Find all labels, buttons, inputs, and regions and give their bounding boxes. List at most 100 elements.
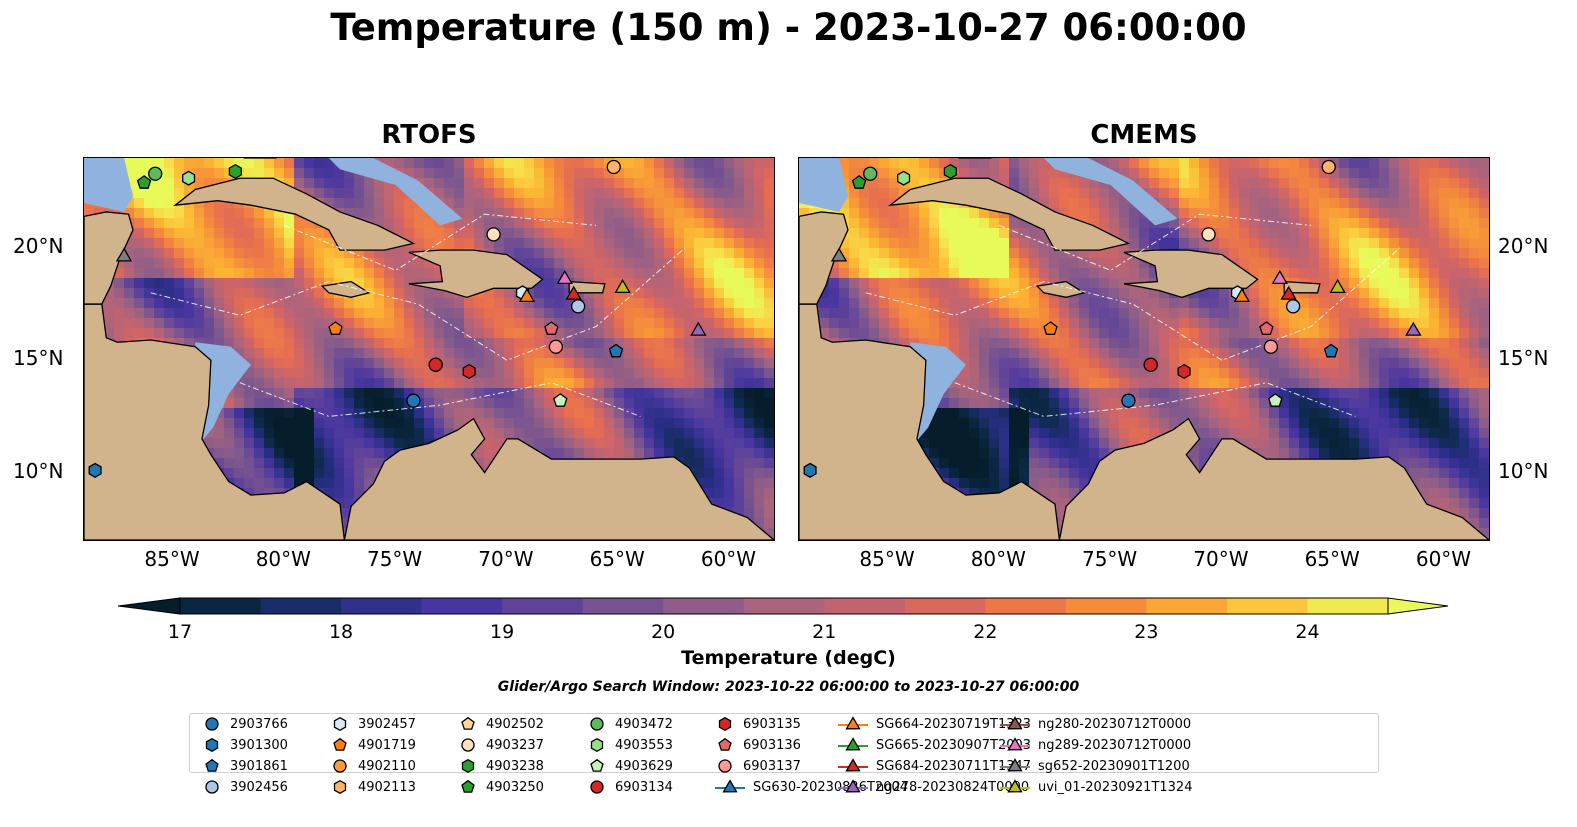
legend-label: SG665-20230907T2003 [876, 737, 1032, 753]
legend-marker-icon [461, 758, 475, 774]
shelf-bahamas [1043, 158, 1178, 226]
marker-4903553 [897, 170, 911, 186]
legend-marker-icon [205, 758, 219, 772]
legend-glider-marker [1007, 716, 1023, 730]
marker-2903766 [1121, 393, 1136, 408]
lat-tick-label: 20°N [13, 233, 64, 258]
colorbar-tick-label: 17 [167, 621, 193, 643]
legend-marker-icon [590, 717, 604, 731]
legend-marker-icon [1000, 758, 1030, 772]
lon-tick-label: 70°W [1193, 547, 1249, 571]
colorbar-segment [743, 598, 825, 614]
colorbar-segment [502, 598, 584, 614]
legend-marker-icon [205, 737, 219, 753]
legend-item-3901861: 3901861 [200, 758, 288, 774]
marker-6903137 [1263, 339, 1279, 354]
legend-argo-marker [718, 716, 732, 732]
legend-label: uvi_01-20230921T1324 [1038, 779, 1193, 795]
marker-3901861 [1323, 343, 1339, 358]
colorbar-segment [663, 598, 745, 614]
marker-2903766 [406, 393, 421, 408]
legend-item-4903472: 4903472 [585, 716, 673, 732]
marker-6903136 [1259, 321, 1274, 335]
marker-6903134 [1143, 357, 1158, 372]
legend-marker-icon [205, 780, 219, 794]
legend-argo-marker [590, 780, 604, 794]
legend-glider-marker [845, 716, 861, 730]
marker-ng278 [1405, 321, 1422, 336]
legend-argo-marker [718, 759, 732, 773]
land-hispaniola [408, 249, 544, 298]
marker-4903237 [1201, 227, 1216, 242]
colorbar-segment [582, 598, 664, 614]
legend-glider-marker [845, 737, 861, 751]
marker-6903137 [548, 339, 564, 354]
legend-item-uvi_01-20230921T1324: uvi_01-20230921T1324 [998, 779, 1192, 795]
legend-argo-marker [205, 758, 219, 772]
marker-4903237 [486, 227, 501, 242]
legend-item-sg652-20230901T1200: sg652-20230901T1200 [998, 758, 1190, 774]
marker-3902456 [570, 299, 586, 314]
lat-tick-label: 15°N [13, 346, 64, 371]
legend-item-ng280-20230712T0000: ng280-20230712T0000 [998, 716, 1191, 732]
marker-6903136 [544, 321, 559, 335]
marker-uvi_01 [614, 278, 631, 294]
legend-label: 3902457 [358, 716, 416, 732]
colorbar-tick-label: 20 [651, 621, 676, 643]
colorbar-segment [1226, 598, 1308, 614]
legend-marker-icon [461, 738, 475, 752]
legend-marker-icon [1000, 779, 1030, 793]
legend-item-4901719: 4901719 [328, 737, 416, 753]
legend-glider-marker [1007, 737, 1023, 751]
legend-label: 4901719 [358, 737, 416, 753]
legend-item-SG630-20230826T2004: SG630-20230826T2004 [713, 779, 908, 795]
legend-argo-marker [590, 717, 604, 731]
shelf-bahamas [328, 158, 463, 226]
legend-marker-icon [205, 717, 219, 731]
legend-argo-marker [333, 716, 347, 732]
legend-label: SG630-20230826T2004 [753, 779, 909, 795]
land-cuba [173, 177, 416, 251]
marker-4901719 [1043, 321, 1058, 335]
land-puerto_rico [1283, 280, 1321, 294]
marker-4902113 [606, 159, 621, 175]
legend-item-6903134: 6903134 [585, 779, 673, 795]
legend-item-3902457: 3902457 [328, 716, 416, 732]
colorbar-extend-high [1387, 597, 1449, 615]
land-central_america [84, 303, 346, 540]
marker-6903135 [462, 363, 476, 380]
legend-marker-icon [1000, 716, 1030, 730]
land-south_america [1058, 417, 1489, 540]
legend-argo-marker [333, 759, 347, 773]
legend-item-4902110: 4902110 [328, 758, 416, 774]
lon-tick-label: 60°W [700, 547, 757, 571]
legend-item-SG665-20230907T2003: SG665-20230907T2003 [836, 737, 1031, 753]
legend-label: ng278-20230824T0000 [876, 779, 1030, 795]
legend-label: 4903629 [615, 758, 673, 774]
legend-item-4903238: 4903238 [456, 758, 544, 774]
land-hispaniola [1123, 249, 1259, 298]
lon-tick-label: 75°W [1081, 547, 1138, 571]
legend-item-4903553: 4903553 [585, 737, 673, 753]
legend-marker-icon [838, 716, 868, 730]
legend-glider-marker [845, 779, 861, 793]
marker-sg652 [115, 247, 133, 262]
legend-label: 4903250 [486, 779, 544, 795]
colorbar-segment [1307, 598, 1389, 614]
marker-SG664 [518, 287, 536, 303]
marker-4903629 [1268, 393, 1283, 407]
legend-glider-marker [722, 779, 738, 793]
colorbar-segment [904, 598, 986, 614]
legend: 2903766 3901300 3901861 3902456 3902457 49017… [189, 713, 1379, 795]
legend-marker-icon [838, 779, 868, 793]
legend-marker-icon [718, 737, 732, 751]
search-window-text: Glider/Argo Search Window: 2023-10-22 06… [497, 679, 1080, 695]
colorbar [117, 594, 1450, 622]
lon-tick-label: 85°W [859, 547, 915, 571]
legend-item-6903135: 6903135 [713, 716, 801, 732]
marker-ng289 [1271, 269, 1288, 285]
marker-4902113 [1321, 159, 1336, 175]
colorbar-tick-label: 23 [1134, 621, 1159, 643]
colorbar-label: Temperature (degC) [681, 647, 896, 669]
legend-marker-icon [1000, 737, 1030, 751]
